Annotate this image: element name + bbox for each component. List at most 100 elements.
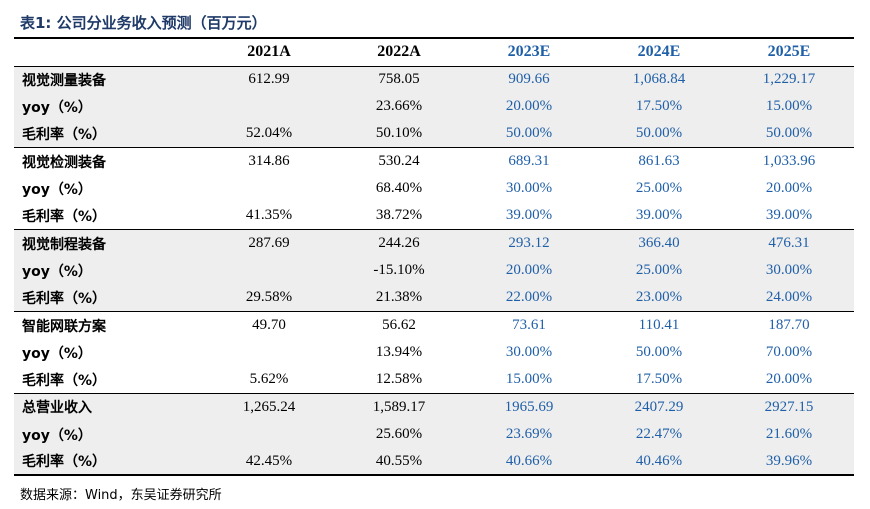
table-cell: 22.47% bbox=[594, 420, 724, 449]
table-title: 表1: 公司分业务收入预测（百万元） bbox=[20, 14, 267, 32]
table-cell: 20.00% bbox=[765, 180, 813, 197]
table-cell: 1,229.17 bbox=[724, 66, 854, 94]
row-label: 毛利率（%） bbox=[14, 366, 204, 395]
table-cell: 612.99 bbox=[204, 66, 334, 94]
table-row: 总营业收入 1,265.24 1,589.17 1965.69 2407.29 2927.… bbox=[14, 393, 854, 421]
table-cell bbox=[204, 93, 334, 121]
row-label: 视觉制程装备 bbox=[14, 229, 204, 258]
table-row: yoy（%） 68.40% 30.00% 25.00% 20.00% bbox=[14, 175, 854, 202]
table-cell: 73.61 bbox=[512, 317, 546, 334]
table-row: 毛利率（%） 5.62% 12.58% 15.00% 17.50% 20.00% bbox=[14, 366, 854, 395]
table-cell: 17.50% bbox=[594, 93, 724, 121]
table-cell bbox=[204, 339, 334, 366]
table-row: 毛利率（%） 52.04% 50.10% 50.00% 50.00% 50.00% bbox=[14, 120, 854, 149]
table-cell: 110.41 bbox=[638, 317, 680, 334]
table-cell: 293.12 bbox=[464, 229, 594, 258]
table-cell: 50.00% bbox=[635, 344, 683, 361]
table-cell: 314.86 bbox=[248, 153, 290, 170]
table-cell: 30.00% bbox=[505, 180, 553, 197]
table-cell: 20.00% bbox=[724, 366, 854, 395]
table-row: yoy（%） 13.94% 30.00% 50.00% 70.00% bbox=[14, 339, 854, 366]
table-cell: 366.40 bbox=[594, 229, 724, 258]
table-cell bbox=[204, 175, 334, 202]
table-cell: 12.58% bbox=[334, 366, 464, 395]
row-label: 毛利率（%） bbox=[14, 120, 204, 149]
header-cell: 2024E bbox=[594, 37, 724, 67]
table-cell: 40.55% bbox=[334, 448, 464, 477]
table-cell: 50.00% bbox=[594, 120, 724, 149]
table-cell: 70.00% bbox=[765, 344, 813, 361]
table-cell: 1,589.17 bbox=[334, 393, 464, 421]
table-row: 毛利率（%） 42.45% 40.55% 40.66% 40.46% 39.96% bbox=[14, 448, 854, 477]
table-cell: 22.00% bbox=[464, 284, 594, 313]
table-cell: 2927.15 bbox=[724, 393, 854, 421]
row-label: 智能网联方案 bbox=[22, 318, 106, 335]
table-cell: 21.60% bbox=[724, 420, 854, 449]
row-label: yoy（%） bbox=[22, 181, 92, 198]
header-row: 2021A 2022A 2023E 2024E 2025E bbox=[14, 37, 854, 67]
row-label: 视觉测量装备 bbox=[14, 66, 204, 94]
table-row: yoy（%） -15.10% 20.00% 25.00% 30.00% bbox=[14, 257, 854, 285]
table-cell: 29.58% bbox=[204, 284, 334, 313]
table-cell: 21.38% bbox=[334, 284, 464, 313]
header-cell: 2025E bbox=[724, 37, 854, 67]
table-row: yoy（%） 25.60% 23.69% 22.47% 21.60% bbox=[14, 420, 854, 449]
table-cell: 244.26 bbox=[334, 229, 464, 258]
table-cell: 30.00% bbox=[724, 257, 854, 285]
table-cell: 50.00% bbox=[724, 120, 854, 149]
table-cell: 1,068.84 bbox=[594, 66, 724, 94]
table-cell: 20.00% bbox=[464, 257, 594, 285]
table-cell: 2407.29 bbox=[594, 393, 724, 421]
table-cell: 41.35% bbox=[204, 202, 334, 231]
table-cell: 530.24 bbox=[378, 153, 420, 170]
table-cell: 17.50% bbox=[594, 366, 724, 395]
table-cell: 15.00% bbox=[724, 93, 854, 121]
table-cell: 68.40% bbox=[375, 180, 423, 197]
row-label: yoy（%） bbox=[14, 93, 204, 121]
table-cell: 39.00% bbox=[724, 202, 854, 231]
table-cell: 30.00% bbox=[505, 344, 553, 361]
row-label: 视觉检测装备 bbox=[22, 154, 106, 171]
table-cell bbox=[204, 257, 334, 285]
table-cell: 689.31 bbox=[508, 153, 550, 170]
table-cell: 1965.69 bbox=[464, 393, 594, 421]
table-cell: 758.05 bbox=[334, 66, 464, 94]
row-label: 毛利率（%） bbox=[14, 202, 204, 231]
table-cell: 23.66% bbox=[334, 93, 464, 121]
table-cell: 24.00% bbox=[724, 284, 854, 313]
row-label: 毛利率（%） bbox=[14, 448, 204, 477]
table-cell: 861.63 bbox=[638, 153, 680, 170]
table-cell: 40.66% bbox=[464, 448, 594, 477]
row-label: 总营业收入 bbox=[14, 393, 204, 421]
table-cell: 39.00% bbox=[464, 202, 594, 231]
table-cell: 25.60% bbox=[334, 420, 464, 449]
table-cell: 52.04% bbox=[204, 120, 334, 149]
table-cell: 38.72% bbox=[334, 202, 464, 231]
row-label: yoy（%） bbox=[14, 420, 204, 449]
table-cell: 25.00% bbox=[635, 180, 683, 197]
table-cell: 23.00% bbox=[594, 284, 724, 313]
table-cell: 39.00% bbox=[594, 202, 724, 231]
header-cell: 2023E bbox=[464, 37, 594, 67]
header-cell: 2021A bbox=[204, 37, 334, 67]
table-cell: 1,265.24 bbox=[204, 393, 334, 421]
table-cell bbox=[204, 420, 334, 449]
row-label: 毛利率（%） bbox=[14, 284, 204, 313]
table-cell: 40.46% bbox=[594, 448, 724, 477]
row-label: yoy（%） bbox=[14, 257, 204, 285]
table-cell: 42.45% bbox=[204, 448, 334, 477]
table-row: 毛利率（%） 41.35% 38.72% 39.00% 39.00% 39.00% bbox=[14, 202, 854, 231]
source-note: 数据来源：Wind，东吴证券研究所 bbox=[20, 488, 222, 503]
table-row: yoy（%） 23.66% 20.00% 17.50% 15.00% bbox=[14, 93, 854, 121]
table-cell: 49.70 bbox=[252, 317, 286, 334]
header-cell bbox=[14, 37, 204, 67]
table-cell: 13.94% bbox=[375, 344, 423, 361]
table-row: 视觉制程装备 287.69 244.26 293.12 366.40 476.31 bbox=[14, 229, 854, 258]
table-cell: 5.62% bbox=[204, 366, 334, 395]
table-cell: 476.31 bbox=[724, 229, 854, 258]
revenue-forecast-table: 2021A 2022A 2023E 2024E 2025E 视觉测量装备 612.… bbox=[14, 37, 854, 477]
table-cell: 23.69% bbox=[464, 420, 594, 449]
table-cell: 20.00% bbox=[464, 93, 594, 121]
table-cell: 909.66 bbox=[464, 66, 594, 94]
table-row: 视觉检测装备 314.86 530.24 689.31 861.63 1,033.96 bbox=[14, 148, 854, 175]
